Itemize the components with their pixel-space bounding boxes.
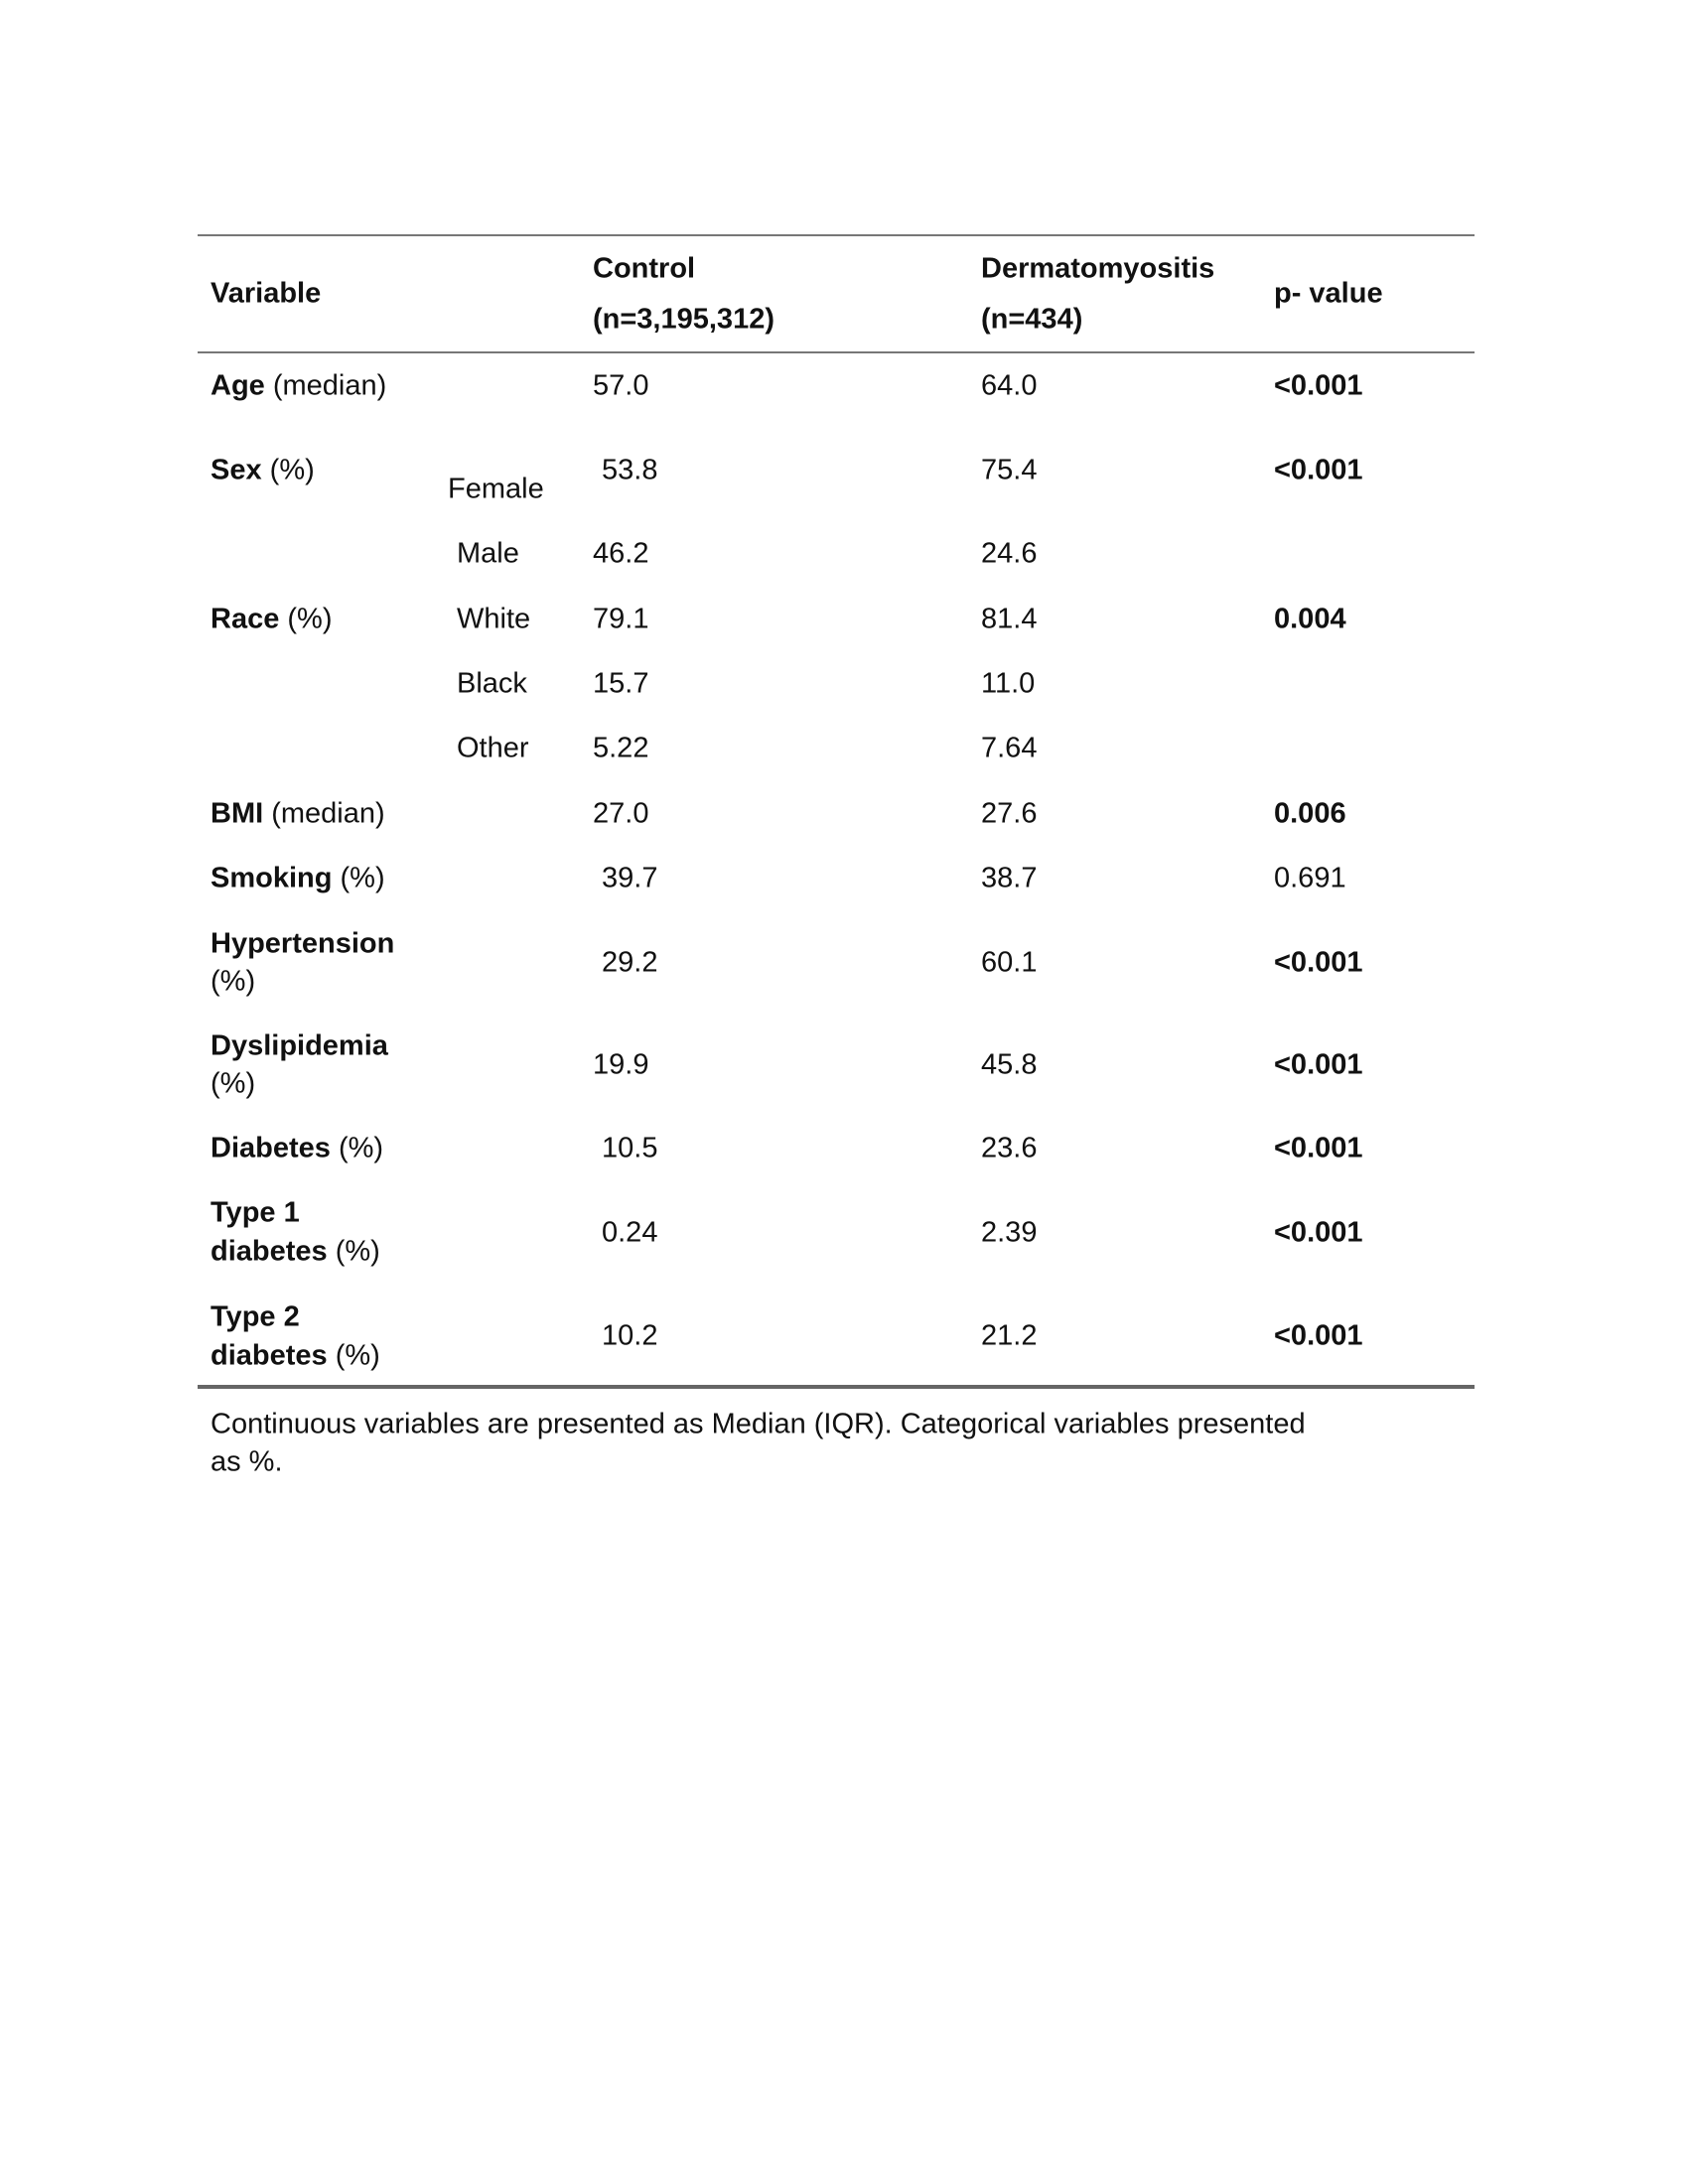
header-dermatomyositis-n: (n=434) <box>981 303 1083 336</box>
diabetes-control: 10.5 <box>602 1132 658 1164</box>
row-label-sex: Sex (%) <box>211 454 315 486</box>
age-control: 57.0 <box>593 369 649 402</box>
sex-male-label: Male <box>457 537 519 570</box>
race-other-dm: 7.64 <box>981 732 1038 764</box>
hypertension-unit: (%) <box>211 965 256 998</box>
race-black-control: 15.7 <box>593 667 649 700</box>
type1-control: 0.24 <box>602 1216 658 1249</box>
dyslipidemia-control: 19.9 <box>593 1048 649 1081</box>
header-dermatomyositis: Dermatomyositis <box>981 252 1215 285</box>
type2-p: <0.001 <box>1274 1319 1363 1352</box>
dyslipidemia-unit: (%) <box>211 1067 256 1100</box>
race-black-dm: 11.0 <box>981 667 1036 700</box>
diabetes-p: <0.001 <box>1274 1132 1363 1164</box>
dyslipidemia-dm: 45.8 <box>981 1048 1038 1081</box>
row-label-type2: Type 2 <box>211 1300 300 1333</box>
sex-male-control: 46.2 <box>593 537 649 570</box>
sex-female-label: Female <box>448 473 544 505</box>
hypertension-dm: 60.1 <box>981 946 1038 979</box>
smoking-dm: 38.7 <box>981 862 1038 894</box>
row-label-smoking: Smoking (%) <box>211 862 385 894</box>
row-label-race: Race (%) <box>211 603 333 635</box>
smoking-p: 0.691 <box>1274 862 1346 894</box>
row-label-diabetes: Diabetes (%) <box>211 1132 384 1164</box>
race-other-label: Other <box>457 732 529 764</box>
race-white-label: White <box>457 603 531 635</box>
row-label-type1: Type 1 <box>211 1196 300 1229</box>
hypertension-p: <0.001 <box>1274 946 1363 979</box>
smoking-control: 39.7 <box>602 862 658 894</box>
footnote-line2: as %. <box>211 1445 283 1478</box>
race-white-dm: 81.4 <box>981 603 1038 635</box>
row-label-dyslipidemia: Dyslipidemia <box>211 1029 388 1062</box>
header-p-value: p- value <box>1274 277 1383 310</box>
race-white-control: 79.1 <box>593 603 649 635</box>
type2-dm: 21.2 <box>981 1319 1038 1352</box>
header-control-n: (n=3,195,312) <box>593 303 774 336</box>
row-label-hypertension: Hypertension <box>211 927 395 960</box>
hypertension-control: 29.2 <box>602 946 658 979</box>
dyslipidemia-p: <0.001 <box>1274 1048 1363 1081</box>
row-label-age: Age (median) <box>211 369 387 402</box>
race-p: 0.004 <box>1274 603 1346 635</box>
age-dm: 64.0 <box>981 369 1038 402</box>
bottom-rule <box>198 1385 1475 1389</box>
bmi-dm: 27.6 <box>981 797 1038 830</box>
row-label-bmi: BMI (median) <box>211 797 385 830</box>
sex-male-dm: 24.6 <box>981 537 1038 570</box>
header-variable: Variable <box>211 277 322 310</box>
type2-control: 10.2 <box>602 1319 658 1352</box>
header-control: Control <box>593 252 696 285</box>
sex-female-control: 53.8 <box>602 454 658 486</box>
footnote-line1: Continuous variables are presented as Me… <box>211 1408 1306 1440</box>
type1-dm: 2.39 <box>981 1216 1038 1249</box>
header-rule <box>198 351 1475 353</box>
diabetes-dm: 23.6 <box>981 1132 1038 1164</box>
bmi-control: 27.0 <box>593 797 649 830</box>
sex-female-dm: 75.4 <box>981 454 1038 486</box>
age-p: <0.001 <box>1274 369 1363 402</box>
type1-p: <0.001 <box>1274 1216 1363 1249</box>
row-label-type2-line2: diabetes (%) <box>211 1339 380 1372</box>
sex-p: <0.001 <box>1274 454 1363 486</box>
bmi-p: 0.006 <box>1274 797 1346 830</box>
row-label-type1-line2: diabetes (%) <box>211 1235 380 1268</box>
top-rule <box>198 234 1475 236</box>
race-black-label: Black <box>457 667 527 700</box>
race-other-control: 5.22 <box>593 732 649 764</box>
